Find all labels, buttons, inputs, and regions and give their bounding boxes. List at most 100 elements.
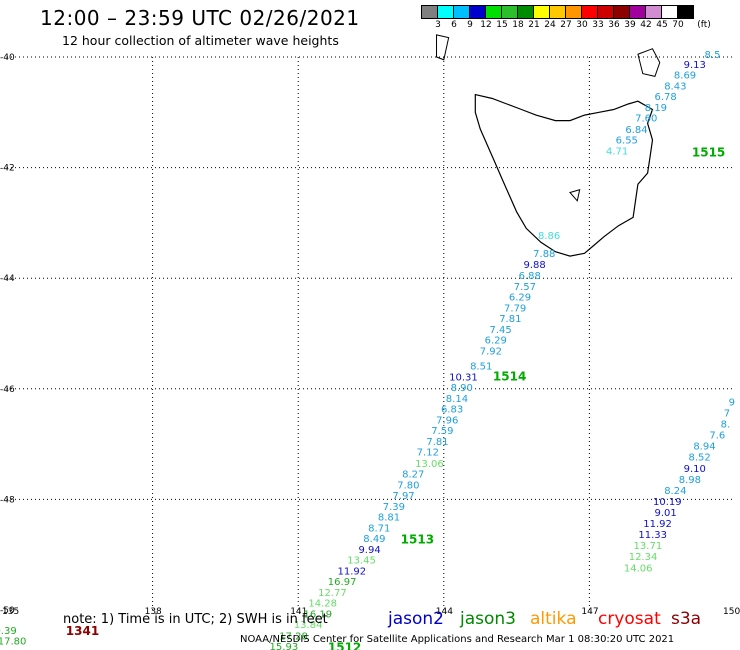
wave-height-value: 7.81 — [499, 314, 521, 325]
wave-height-value: 7.97 — [392, 491, 414, 502]
satellite-label-altika: altika — [530, 609, 577, 629]
wave-height-value: 8.5 — [705, 50, 721, 61]
wave-height-value: 7.57 — [514, 282, 536, 293]
wave-height-value: 6.29 — [485, 335, 507, 346]
wave-height-value: 8.27 — [402, 469, 424, 480]
legend-swatches — [421, 5, 732, 19]
wave-height-value: 8.98 — [679, 475, 701, 486]
wave-height-value: 13.71 — [634, 541, 663, 552]
wave-height-value: 14.06 — [624, 563, 653, 574]
lat-label: -44 — [0, 274, 15, 284]
wave-height-value: 12.34 — [629, 552, 658, 563]
lat-label: -50 — [0, 606, 15, 616]
wave-height-value: 16.97 — [328, 577, 357, 588]
wave-height-value: 7.12 — [417, 448, 439, 459]
tasmania-coastline — [474, 93, 654, 257]
credit-line: NOAA/NESDIS Center for Satellite Applica… — [240, 634, 675, 645]
lon-label: 138 — [145, 607, 162, 617]
legend-label: 70 — [672, 20, 684, 30]
track-pass-label: 1515 — [692, 146, 725, 160]
wave-height-value: 8.94 — [693, 442, 715, 453]
wave-height-value: 8.52 — [688, 453, 710, 464]
footer-note: note: 1) Time is in UTC; 2) SWH is in fe… — [63, 612, 328, 627]
lake — [569, 189, 581, 202]
wave-height-value: 17.80 — [0, 636, 26, 647]
wave-height-value: 6.78 — [654, 92, 676, 103]
wave-height-value: 7.39 — [383, 502, 405, 513]
lat-label: -40 — [0, 53, 15, 63]
wave-height-value: 7.59 — [431, 426, 453, 437]
lat-label: -48 — [0, 495, 15, 505]
wave-height-value: 8.71 — [368, 523, 390, 534]
track-pass-label: 1513 — [401, 533, 434, 547]
wave-height-value: 10.31 — [449, 373, 478, 384]
wave-height-value: 8.81 — [378, 512, 400, 523]
wave-height-value: 6.84 — [625, 125, 647, 136]
wave-height-value: 9.94 — [358, 545, 380, 556]
wave-height-value: 7.6 — [709, 431, 725, 442]
satellite-label-jason2: jason2 — [388, 609, 444, 629]
lon-label: 135 — [2, 607, 19, 617]
legend-label: 45 — [656, 20, 668, 30]
track-pass-label: 1512 — [328, 640, 361, 650]
wave-height-value: 8.14 — [446, 394, 468, 405]
wave-height-value: 9.10 — [684, 464, 706, 475]
wave-height-value: 11.92 — [338, 567, 367, 578]
legend-labels: 3 6 9 12 15 18 21 24 27 30 33 36 39 42 45 70 (ft) — [422, 19, 732, 31]
wave-height-value: 8.90 — [451, 383, 473, 394]
wave-height-value: 7.60 — [635, 114, 657, 125]
wave-height-value: 11.33 — [638, 530, 667, 541]
track-pass-label: 1514 — [493, 370, 526, 384]
page-subtitle: 12 hour collection of altimeter wave hei… — [62, 33, 339, 48]
legend-label: 21 — [528, 20, 540, 30]
wave-height-value: 4.71 — [606, 146, 628, 157]
legend-label: 24 — [544, 20, 556, 30]
legend-label: 30 — [576, 20, 588, 30]
wave-height-value: 14.28 — [308, 599, 337, 610]
color-legend: 3 6 9 12 15 18 21 24 27 30 33 36 39 42 45 70 (ft) — [421, 5, 732, 31]
legend-label: 3 — [435, 20, 441, 30]
wave-height-value: 8.49 — [363, 534, 385, 545]
wave-height-value: 8.86 — [538, 231, 560, 242]
page-title: 12:00 – 23:59 UTC 02/26/2021 — [40, 6, 360, 30]
wave-height-value: 15.93 — [270, 642, 299, 650]
lat-label: -42 — [0, 164, 15, 174]
wave-height-value: 6.55 — [616, 135, 638, 146]
legend-label: 36 — [608, 20, 620, 30]
satellite-label-cryosat: cryosat — [598, 609, 661, 629]
wave-height-value: 9.88 — [523, 260, 545, 271]
wave-height-value: 17.28 — [279, 631, 308, 642]
legend-swatch — [677, 5, 694, 19]
legend-label: 15 — [496, 20, 508, 30]
wave-height-value: 8.69 — [674, 71, 696, 82]
wave-height-value: 8.24 — [664, 486, 686, 497]
wave-height-value: 13.06 — [415, 459, 444, 470]
wave-height-value: 9.01 — [654, 508, 676, 519]
legend-label: 9 — [467, 20, 473, 30]
wave-height-value: 7.45 — [489, 325, 511, 336]
satellite-label-jason3: jason3 — [460, 609, 516, 629]
wave-height-value: 8.51 — [470, 361, 492, 372]
legend-label: 6 — [451, 20, 457, 30]
wave-height-value: 6.29 — [509, 292, 531, 303]
wave-height-value: 7.81 — [426, 437, 448, 448]
wave-height-value: 7.88 — [533, 249, 555, 260]
lon-label: 147 — [581, 607, 598, 617]
wave-height-value: 13.45 — [347, 556, 376, 567]
legend-unit: (ft) — [697, 20, 711, 30]
wave-height-value: 20.39 — [0, 626, 17, 637]
satellite-label-s3a: s3a — [671, 609, 702, 629]
wave-height-value: 9 — [729, 397, 735, 408]
flinders-island — [637, 48, 661, 77]
wave-height-value: 10.19 — [653, 497, 682, 508]
lon-label: 150 — [723, 607, 740, 617]
wave-height-value: 6.83 — [441, 405, 463, 416]
wave-height-value: 13.84 — [294, 620, 323, 631]
wave-height-value: 7.92 — [480, 347, 502, 358]
wave-height-value: 12.77 — [318, 588, 347, 599]
wave-height-value: 7 — [724, 408, 730, 419]
wave-height-value: 9.13 — [684, 60, 706, 71]
track-pass-label: 1341 — [66, 624, 99, 638]
wave-height-value: 6.88 — [519, 271, 541, 282]
